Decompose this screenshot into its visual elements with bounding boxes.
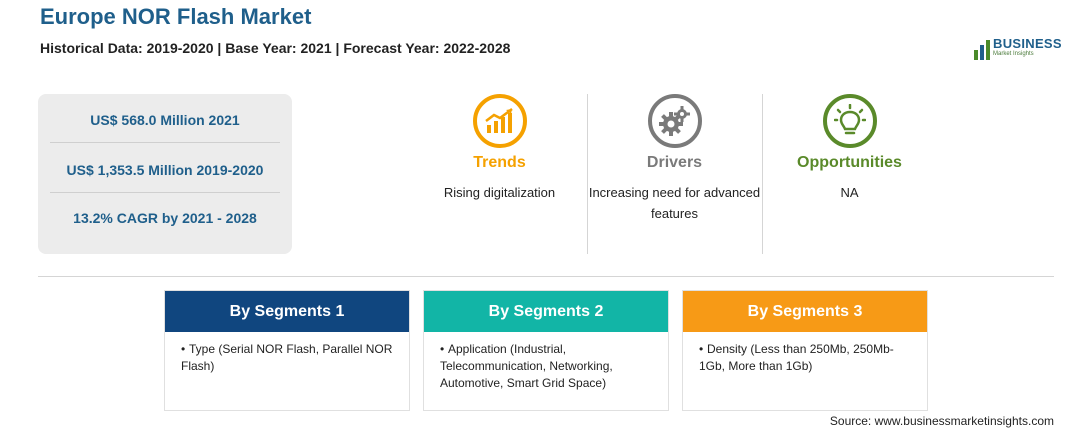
segment-item: Type (Serial NOR Flash, Parallel NOR Fla…	[181, 342, 393, 373]
page-title: Europe NOR Flash Market	[40, 4, 312, 29]
column-divider	[762, 94, 763, 254]
stat-divider	[50, 142, 280, 143]
segment-card-2: By Segments 2 • Application (Industrial, …	[423, 290, 669, 411]
segment-body: • Density (Less than 250Mb, 250Mb-1Gb, Mo…	[683, 332, 927, 375]
feature-title: Trends	[473, 154, 526, 171]
segment-body: • Type (Serial NOR Flash, Parallel NOR Fl…	[165, 332, 409, 375]
feature-title: Opportunities	[797, 154, 902, 171]
feature-description: Increasing need for advanced features	[588, 185, 761, 221]
stat-market-value: US$ 568.0 Million 2021	[90, 112, 240, 128]
lightbulb-icon	[822, 94, 877, 148]
stat-cagr: 13.2% CAGR by 2021 - 2028	[73, 210, 257, 226]
stat-historical-value: US$ 1,353.5 Million 2019-2020	[66, 162, 264, 178]
feature-opportunities: Opportunities NA	[762, 94, 937, 203]
source-credit[interactable]: Source: www.businessmarketinsights.com	[829, 414, 1054, 428]
segment-card-1: By Segments 1 • Type (Serial NOR Flash, P…	[164, 290, 410, 411]
key-stats-panel: US$ 568.0 Million 2021 US$ 1,353.5 Milli…	[38, 94, 292, 254]
segment-header: By Segments 2	[424, 291, 668, 332]
segment-item: Application (Industrial, Telecommunicati…	[440, 342, 613, 390]
stat-divider	[50, 192, 280, 193]
chart-growth-icon	[472, 94, 527, 148]
segment-body: • Application (Industrial, Telecommunicat…	[424, 332, 668, 392]
page-subtitle: Historical Data: 2019-2020 | Base Year: …	[40, 40, 511, 56]
bullet: •	[699, 342, 704, 356]
gears-icon	[647, 94, 702, 148]
bullet: •	[440, 342, 445, 356]
segment-header: By Segments 1	[165, 291, 409, 332]
feature-trends: Trends Rising digitalization	[412, 94, 587, 203]
segment-card-3: By Segments 3 • Density (Less than 250Mb,…	[682, 290, 928, 411]
logo-tagline: Market Insights	[993, 51, 1034, 57]
section-divider	[38, 276, 1054, 277]
segment-item: Density (Less than 250Mb, 250Mb-1Gb, Mor…	[699, 342, 894, 373]
bullet: •	[181, 342, 186, 356]
feature-drivers: Drivers Increasing need for advanced fea…	[587, 94, 762, 224]
feature-description: NA	[840, 185, 859, 200]
logo-bars-icon	[974, 40, 990, 60]
company-logo[interactable]: BUSINESS Market Insights	[973, 34, 1063, 64]
logo-name: BUSINESS	[993, 36, 1062, 51]
feature-title: Drivers	[646, 154, 703, 171]
column-divider	[587, 94, 588, 254]
segment-header: By Segments 3	[683, 291, 927, 332]
feature-description: Rising digitalization	[443, 185, 556, 200]
